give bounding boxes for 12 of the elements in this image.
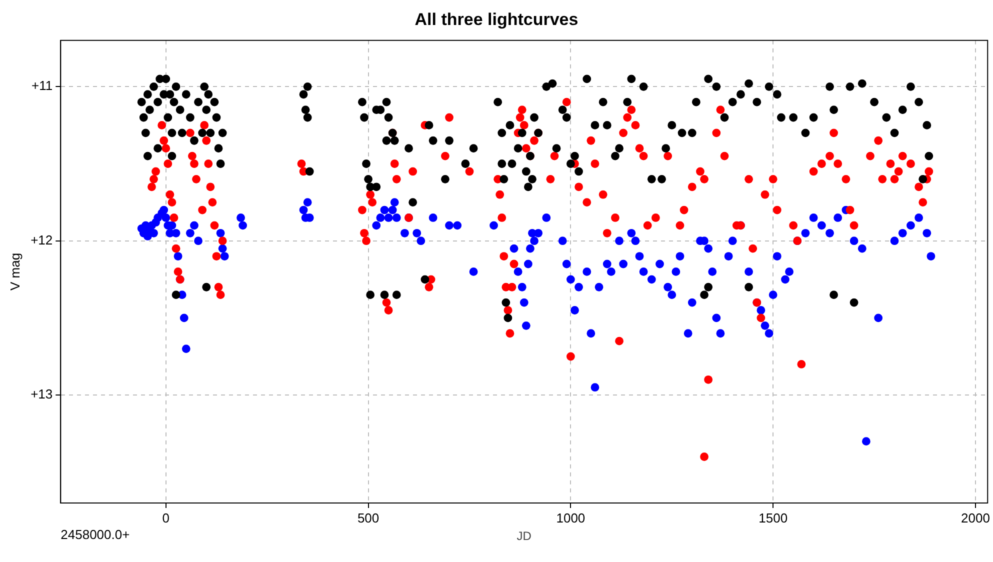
y-tick-label: +11 [32,78,53,94]
text: 2458000.0+ [60,527,130,542]
x-tick-label: 1500 [758,510,788,526]
x-tick-label: 0 [162,510,170,526]
y-tick-label: +13 [30,386,53,402]
y-tick-label: +12 [30,232,53,248]
chart-title: All three lightcurves [414,10,578,29]
x-tick-label: 1000 [556,510,586,526]
x-axis-title: JD [516,529,532,544]
y-axis-title: V mag [7,252,22,290]
x-tick-label: 2000 [961,510,990,526]
x-tick-label: 500 [357,510,380,526]
